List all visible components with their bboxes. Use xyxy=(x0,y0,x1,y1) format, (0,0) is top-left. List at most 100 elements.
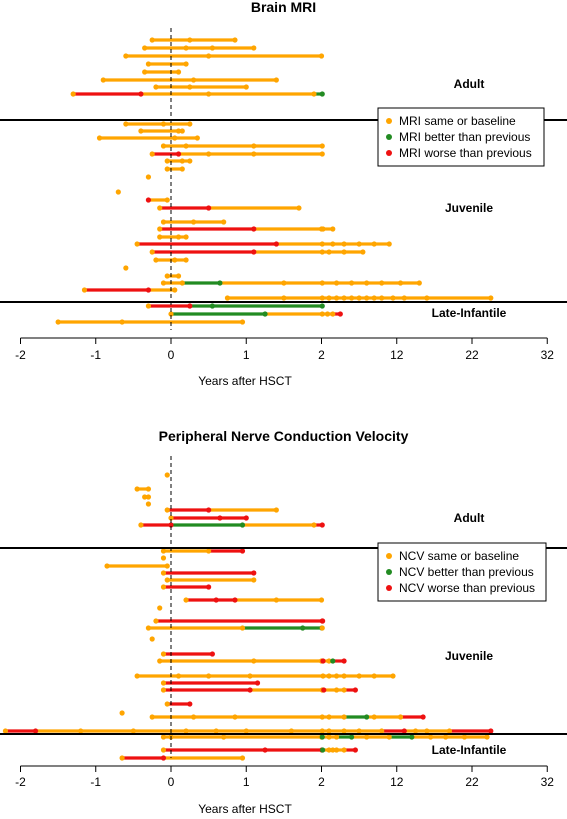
exam-point xyxy=(172,135,178,141)
exam-point xyxy=(420,714,426,720)
exam-point xyxy=(206,673,212,679)
exam-point xyxy=(320,618,326,624)
subject-row xyxy=(149,249,366,255)
x-tick-label: 22 xyxy=(465,775,479,789)
exam-point xyxy=(172,257,178,263)
exam-point xyxy=(138,128,144,134)
exam-point xyxy=(330,241,336,247)
exam-point xyxy=(326,249,332,255)
exam-point xyxy=(333,280,340,286)
legend-marker xyxy=(386,569,392,575)
subject-row xyxy=(55,319,246,325)
exam-point xyxy=(183,728,189,734)
exam-point xyxy=(320,658,326,664)
subject-row xyxy=(164,273,182,279)
exam-point xyxy=(160,687,167,693)
legend-marker xyxy=(386,150,392,156)
exam-point xyxy=(333,687,340,693)
subject-row xyxy=(123,265,129,271)
exam-point xyxy=(164,472,170,478)
exam-point xyxy=(149,714,155,720)
exam-point xyxy=(428,734,434,740)
exam-point xyxy=(190,77,197,83)
exam-point xyxy=(164,577,170,583)
exam-point xyxy=(160,121,167,127)
exam-point xyxy=(488,728,494,734)
subject-row xyxy=(134,241,392,247)
subject-row xyxy=(157,658,347,664)
exam-point xyxy=(239,548,246,554)
exam-point xyxy=(70,91,76,97)
x-axis: -2 -1 0 1 2 12 22 32 xyxy=(15,765,554,789)
exam-point xyxy=(164,507,170,513)
exam-point xyxy=(164,701,170,707)
group-late-infantile xyxy=(119,747,358,761)
exam-point xyxy=(324,311,331,317)
exam-point xyxy=(145,501,152,507)
exam-point xyxy=(157,234,163,240)
exam-point xyxy=(153,618,159,624)
exam-point xyxy=(379,728,385,734)
exam-point xyxy=(213,597,219,603)
exam-point xyxy=(221,734,227,740)
exam-point xyxy=(187,158,193,164)
panel-ncv: Peripheral Nerve Conduction Velocity Adul… xyxy=(0,428,567,816)
group-juvenile xyxy=(81,121,422,293)
subject-row xyxy=(164,158,193,164)
exam-point xyxy=(341,714,347,720)
exam-point xyxy=(330,226,336,232)
exam-point xyxy=(330,747,336,753)
subject-row xyxy=(160,570,257,576)
exam-point xyxy=(409,734,415,740)
subject-row xyxy=(81,287,178,293)
x-tick-label: 1 xyxy=(243,775,250,789)
subject-row xyxy=(160,280,422,286)
subject-row xyxy=(164,166,185,172)
exam-point xyxy=(206,548,212,554)
x-tick-label: 2 xyxy=(318,775,325,789)
exam-point xyxy=(251,570,257,576)
subject-row xyxy=(160,651,215,657)
exam-point xyxy=(145,303,152,309)
exam-point xyxy=(311,522,317,528)
exam-point xyxy=(319,91,325,97)
exam-point xyxy=(183,257,189,263)
subject-row xyxy=(157,226,336,232)
exam-point xyxy=(160,755,167,761)
exam-point xyxy=(138,91,144,97)
exam-point xyxy=(209,45,215,51)
exam-point xyxy=(341,295,347,301)
exam-point xyxy=(187,121,193,127)
x-tick-label: 0 xyxy=(168,775,175,789)
exam-point xyxy=(326,658,332,664)
exam-point xyxy=(371,295,377,301)
exam-point xyxy=(55,319,61,325)
exam-point xyxy=(251,143,257,149)
x-tick-label: 32 xyxy=(541,348,555,362)
exam-point xyxy=(175,273,182,279)
exam-point xyxy=(379,295,385,301)
exam-point xyxy=(341,747,347,753)
subject-row xyxy=(134,486,152,492)
exam-point xyxy=(179,158,185,164)
exam-point xyxy=(239,755,246,761)
exam-point xyxy=(145,174,152,180)
exam-point xyxy=(319,151,325,157)
group-label: Late-Infantile xyxy=(432,743,507,757)
exam-point xyxy=(206,151,212,157)
exam-point xyxy=(352,687,358,693)
exam-point xyxy=(288,728,294,734)
exam-point xyxy=(326,673,332,679)
exam-point xyxy=(412,728,419,734)
x-tick-label: -1 xyxy=(90,348,101,362)
legend-marker xyxy=(386,553,392,559)
exam-point xyxy=(251,249,257,255)
subject-row xyxy=(149,714,426,720)
subject-row xyxy=(134,673,396,679)
group-label: Adult xyxy=(454,77,485,91)
legend-box xyxy=(377,542,547,602)
subject-row xyxy=(145,197,170,203)
exam-point xyxy=(149,249,155,255)
subject-row xyxy=(119,710,125,716)
legend: MRI same or baseline MRI better than prev… xyxy=(377,107,545,167)
